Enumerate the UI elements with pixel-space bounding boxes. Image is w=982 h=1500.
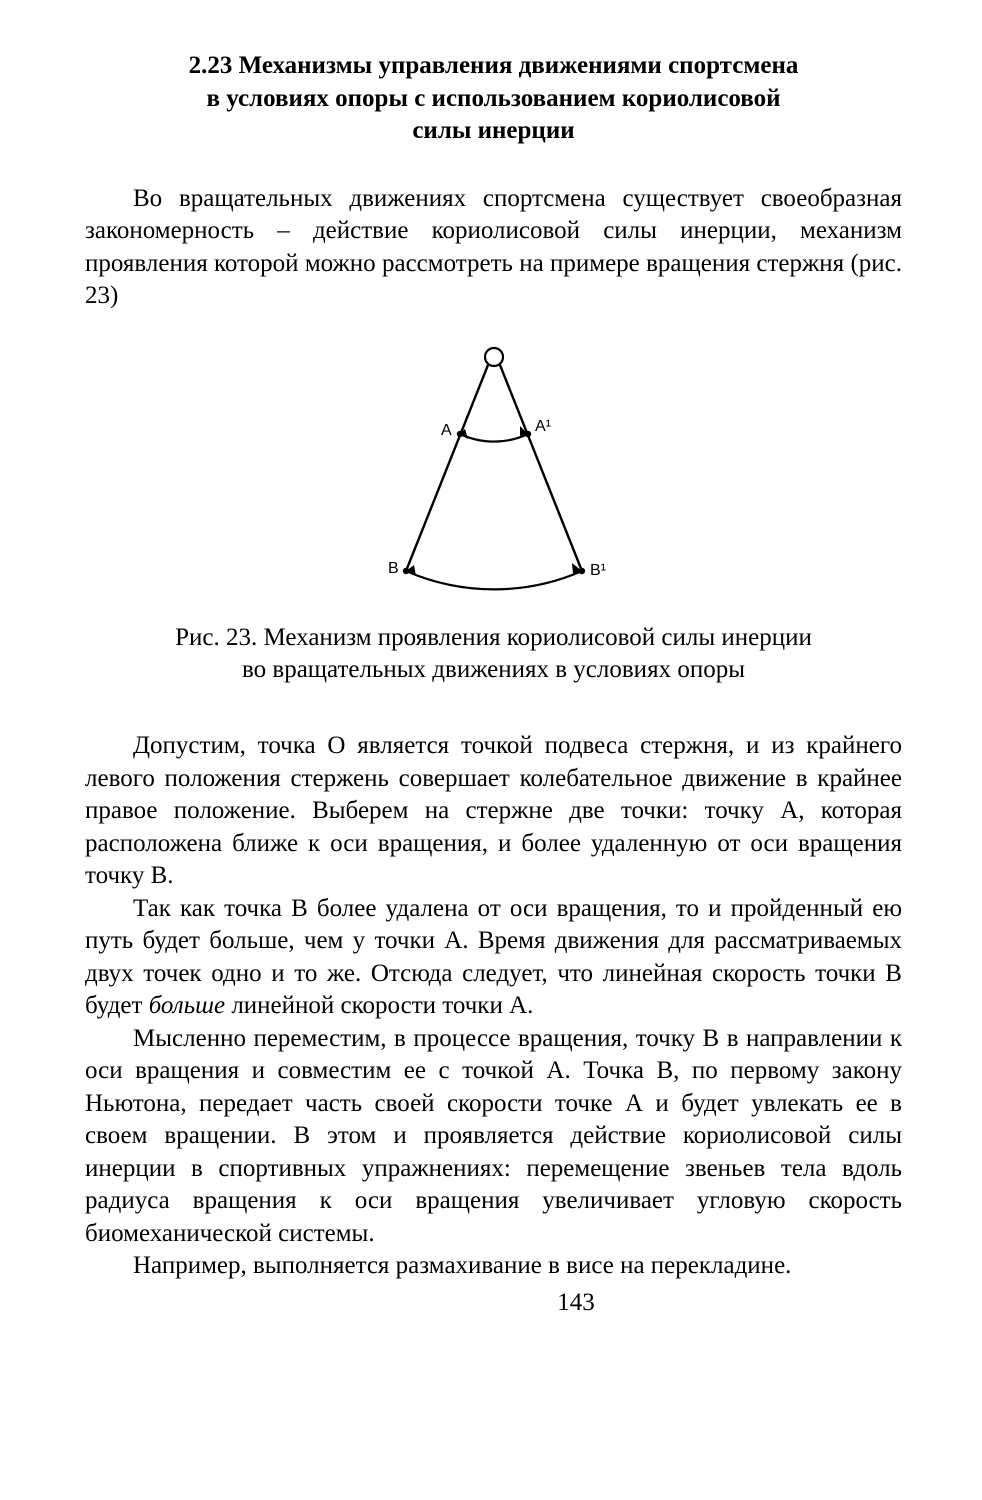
title-line-1: 2.23 Механизмы управления движениями спо… [189,52,799,79]
title-line-2: в условиях опоры с использованием кориол… [206,85,780,112]
rod-left [406,365,488,571]
label-A: A [441,422,452,439]
label-B: B [388,560,399,577]
section-title: 2.23 Механизмы управления движениями спо… [85,50,902,148]
figure-23: A A¹ B B¹ [85,339,902,609]
caption-line-1: Рис. 23. Механизм проявления кориолисово… [175,624,812,651]
paragraph-3: Мысленно переместим, в процессе вращения… [85,1023,902,1251]
paragraph-1: Допустим, точка О является точкой подвес… [85,730,902,893]
caption-line-2: во вращательных движениях в условиях опо… [242,656,745,683]
p2-italic: больше [149,992,225,1019]
figure-23-svg: A A¹ B B¹ [334,339,654,599]
p2-b: линейной скорости точки А. [225,992,533,1019]
page-number: 143 [85,1287,982,1320]
label-A1: A¹ [535,418,551,435]
pivot-circle [485,348,503,366]
figure-23-caption: Рис. 23. Механизм проявления кориолисово… [85,622,902,686]
intro-paragraph: Во вращательных движениях спортсмена сущ… [85,183,902,313]
label-B1: B¹ [590,562,606,579]
title-line-3: силы инерции [412,117,574,144]
paragraph-2: Так как точка В более удалена от оси вра… [85,893,902,1023]
rod-right [500,365,582,571]
paragraph-4: Например, выполняется размахивание в вис… [85,1250,902,1283]
arc-outer [406,571,582,589]
arc-inner [460,434,528,442]
